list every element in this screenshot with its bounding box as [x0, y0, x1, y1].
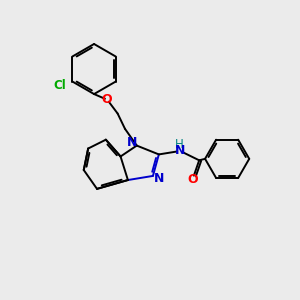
Text: O: O	[101, 93, 112, 106]
Text: N: N	[127, 136, 137, 148]
Text: N: N	[154, 172, 164, 185]
Text: Cl: Cl	[53, 79, 66, 92]
Text: N: N	[175, 144, 185, 158]
Text: H: H	[175, 138, 183, 151]
Text: O: O	[187, 173, 198, 186]
